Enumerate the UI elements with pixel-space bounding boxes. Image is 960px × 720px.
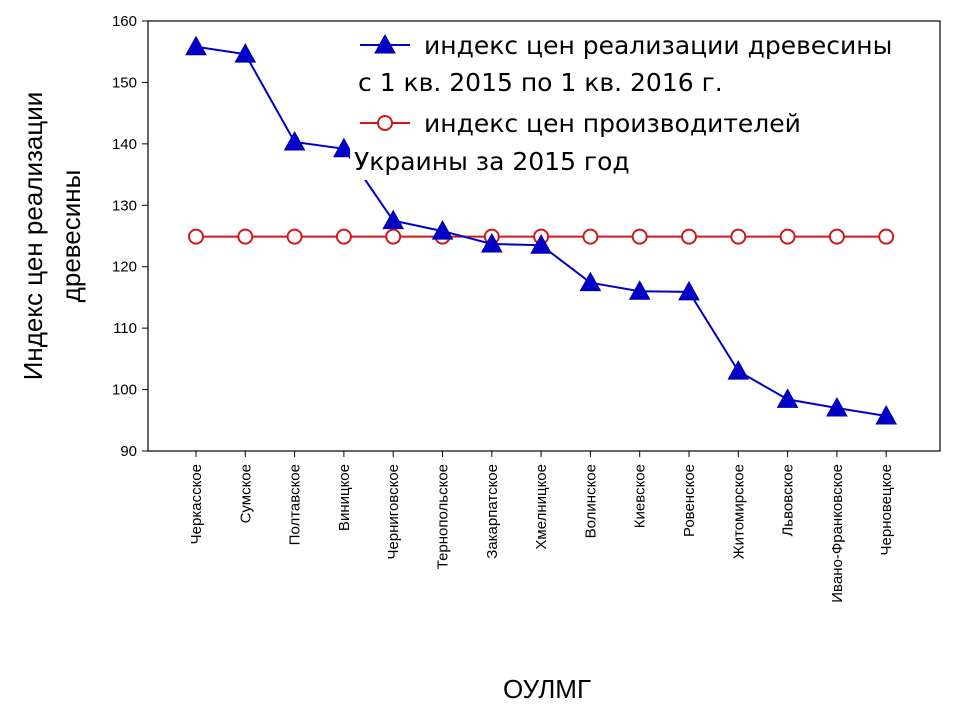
series-1-point <box>283 130 306 151</box>
series-2-point <box>582 228 599 245</box>
series-1-point <box>333 137 355 158</box>
legend-label-series-2: индекс цен производителей <box>424 109 801 138</box>
series-layer <box>185 35 898 425</box>
x-tick-label: Киевское <box>632 464 649 528</box>
y-tick-label: 140 <box>112 136 137 153</box>
series-1-point <box>628 280 651 300</box>
series-2-point <box>335 228 352 245</box>
series-2-point <box>828 228 845 245</box>
legend: индекс цен реализации древесины с 1 кв. … <box>350 28 933 180</box>
x-tick-label: Закарпатское <box>484 464 501 559</box>
series-2-point <box>878 228 895 245</box>
x-tick-label: Ивано-Франковское <box>829 464 846 603</box>
legend-label-series-2-line2: Украины за 2015 год <box>354 147 630 176</box>
x-tick-label: Черниговское <box>385 464 402 560</box>
series-2-point <box>631 228 648 245</box>
series-2-point <box>779 228 796 245</box>
y-tick-label: 120 <box>112 259 137 276</box>
series-1-point <box>431 220 454 240</box>
x-tick-label: Ровенское <box>681 464 698 537</box>
series-1-point <box>875 404 898 425</box>
series-1-point <box>234 43 257 63</box>
series-1-point <box>480 232 503 253</box>
series-2-point <box>681 228 697 245</box>
y-tick-label: 90 <box>120 443 137 460</box>
x-tick-label: Львовское <box>780 464 797 537</box>
y-tick-label: 100 <box>112 382 137 399</box>
x-tick-label: Полтавское <box>287 464 304 545</box>
y-tick-label: 110 <box>113 320 137 337</box>
series-1-point <box>776 388 799 408</box>
y-axis: 90 100 110 120 130 140 150 160 <box>112 13 148 460</box>
legend-marker-series-1 <box>374 33 396 54</box>
series-1-point <box>530 234 552 254</box>
series-1-point <box>382 209 405 230</box>
legend-box <box>350 28 933 180</box>
series-2-point <box>385 228 402 245</box>
x-tick-label: Житомирское <box>730 464 747 559</box>
series-2-point <box>237 228 254 245</box>
y-tick-label: 130 <box>112 197 137 214</box>
legend-label-series-1: индекс цен реализации древесины <box>424 31 892 60</box>
legend-label-series-1-line2: с 1 кв. 2015 по 1 кв. 2016 г. <box>358 68 723 97</box>
x-tick-label: Волинское <box>582 464 599 538</box>
legend-marker-series-2 <box>377 115 393 131</box>
series-2-point <box>188 228 204 245</box>
x-tick-label: Виницкое <box>336 464 353 531</box>
series-1-point <box>185 35 207 56</box>
x-tick-label: Хмелницкое <box>533 464 550 550</box>
series-1-point <box>678 280 700 301</box>
series-1-point <box>579 271 602 292</box>
series-2-point <box>286 228 303 245</box>
x-axis-title: ОУЛМГ <box>503 674 591 704</box>
series-1-point <box>826 396 848 417</box>
y-axis-title-line2: древесины <box>56 170 86 303</box>
x-tick-label: Тернопольское <box>435 464 452 569</box>
x-tick-label: Черкасское <box>188 464 205 544</box>
y-axis-title-line1: Индекс цен реализации <box>18 92 48 381</box>
series-1-point <box>727 360 750 380</box>
series-2-point <box>730 228 747 245</box>
x-axis: Черкасское Сумское Полтавское Виницкое Черни… <box>188 451 895 603</box>
x-tick-label: Сумское <box>237 464 254 523</box>
y-tick-label: 160 <box>112 13 137 30</box>
x-tick-label: Черновецкое <box>878 464 895 555</box>
y-tick-label: 150 <box>112 74 137 91</box>
